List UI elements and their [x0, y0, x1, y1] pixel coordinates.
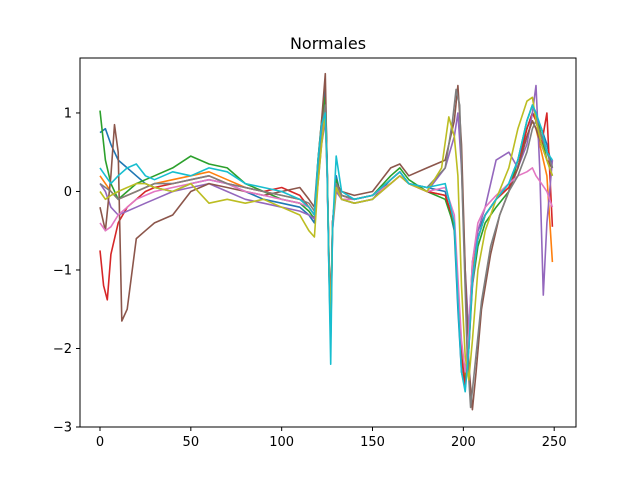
axes-layer: 0 50 100 150 200 250 −3 −2 −1 0 1 [53, 57, 577, 450]
series-line-10 [99, 104, 554, 393]
x-tick-label: 150 [360, 435, 385, 450]
y-tick-label: 0 [64, 185, 72, 200]
series-line-5 [99, 84, 554, 334]
x-tick-label: 0 [96, 435, 104, 450]
y-tick-label: −2 [53, 342, 72, 357]
plot-frame [79, 57, 577, 428]
series-layer [99, 72, 554, 411]
chart-title: Normales [290, 34, 366, 53]
x-tick-label: 100 [269, 435, 294, 450]
y-tick-label: −1 [53, 263, 72, 278]
x-tick-label: 250 [542, 435, 567, 450]
x-tick-label: 200 [451, 435, 476, 450]
series-line-8 [99, 88, 554, 409]
series-line-9 [99, 96, 554, 381]
x-tick-label: 50 [183, 435, 200, 450]
y-tick-label: −3 [53, 421, 72, 436]
y-tick-label: 1 [64, 106, 72, 121]
series-line-3 [99, 96, 554, 385]
